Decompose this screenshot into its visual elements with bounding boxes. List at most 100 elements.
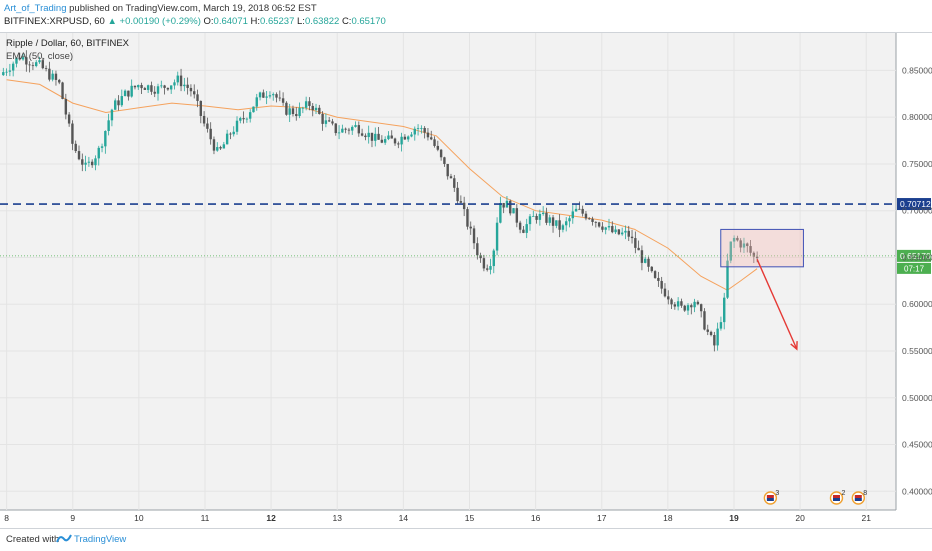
candle-body [114, 100, 117, 110]
candle-body [660, 280, 663, 289]
candle-body [462, 202, 466, 210]
candle-body [196, 94, 199, 101]
author-link[interactable]: Art_of_Trading [4, 3, 67, 14]
candle-body [383, 139, 387, 143]
candle-body [268, 95, 272, 97]
candle-body [285, 102, 288, 115]
candle-body [370, 132, 374, 141]
candle-body [397, 143, 400, 145]
x-tick-label: 20 [795, 513, 805, 523]
candle-body [21, 57, 25, 60]
candle-body [308, 101, 311, 106]
candle-body [278, 97, 282, 99]
candle-body [755, 256, 759, 259]
candle-body [548, 217, 551, 223]
candle-body [423, 127, 426, 133]
candle-body [314, 107, 318, 111]
candle-body [235, 120, 239, 132]
candle-body [123, 90, 127, 97]
price-chart[interactable]: 0.70712 0.65170 07:17 0.85000 0.80000 0.7500… [0, 33, 932, 527]
candle-body [752, 252, 756, 257]
candle-body [723, 297, 726, 323]
candle-body [11, 63, 15, 71]
candle-body [676, 301, 680, 307]
created-with-text: Created with [6, 534, 60, 545]
x-tick-label: 8 [4, 513, 9, 523]
candle-body [58, 79, 61, 83]
candle-body [466, 209, 469, 227]
candle-body [173, 82, 176, 86]
candle-body [509, 200, 512, 214]
candle-body [453, 178, 456, 188]
candle-body [219, 147, 222, 149]
candle-body [364, 135, 367, 138]
candle-body [535, 215, 538, 220]
x-tick-label: 16 [531, 513, 541, 523]
flag-field-icon [766, 498, 774, 501]
candle-body [456, 187, 459, 202]
candle-body [331, 121, 334, 124]
event-count-label: 3 [775, 490, 779, 497]
chart-area[interactable]: 0.70712 0.65170 07:17 0.85000 0.80000 0.7500… [0, 32, 932, 527]
ohlc-line: BITFINEX:XRPUSD, 60 ▲ +0.00190 (+0.29%) … [4, 16, 386, 27]
candle-body [81, 159, 84, 165]
candle-body [459, 201, 463, 203]
candle-body [403, 136, 407, 140]
candle-body [209, 128, 212, 140]
candle-body [265, 96, 268, 98]
candle-body [143, 88, 147, 90]
candle-body [324, 120, 328, 124]
candle-body [387, 135, 390, 140]
candle-body [594, 221, 598, 223]
candle-body [670, 299, 673, 305]
candle-body [153, 91, 156, 94]
y-tick-label: 0.75000 [902, 159, 932, 169]
candle-body [472, 228, 476, 244]
candle-body [272, 94, 275, 96]
candle-body [489, 266, 492, 270]
candle-body [2, 72, 5, 76]
candle-body [522, 229, 525, 233]
y-tick-label: 0.85000 [902, 65, 932, 75]
candle-body [8, 70, 12, 72]
candle-body [137, 84, 140, 88]
candle-body [48, 68, 51, 80]
candle-body [130, 85, 133, 97]
candle-body [742, 243, 746, 248]
x-tick-label: 9 [70, 513, 75, 523]
candle-body [25, 57, 28, 65]
current-price-tag [897, 249, 931, 262]
candle-body [479, 255, 482, 259]
candle-body [295, 114, 298, 117]
candle-body [690, 305, 693, 308]
candle-body [38, 60, 41, 63]
candle-body [607, 226, 611, 228]
candle-body [179, 75, 183, 87]
candle-body [367, 132, 370, 138]
candle-body [433, 139, 436, 146]
candle-body [222, 144, 226, 149]
close-label: C: [341, 16, 352, 27]
x-tick-label: 19 [729, 513, 739, 523]
candle-body [120, 96, 124, 106]
candle-body [545, 212, 548, 223]
flag-stripe-icon [766, 495, 774, 498]
candle-body [252, 106, 255, 113]
candle-body [212, 139, 216, 151]
candle-body [94, 158, 97, 166]
candle-body [206, 123, 209, 129]
candle-body [604, 227, 607, 230]
low-label: L: [297, 16, 305, 27]
tradingview-brand-link[interactable]: TradingView [74, 534, 127, 545]
low-value: 0.63822 [304, 16, 340, 27]
candle-body [502, 203, 505, 208]
indicator-label: EMA (50, close) [6, 51, 73, 62]
y-tick-label: 0.55000 [902, 346, 932, 356]
candle-body [706, 329, 709, 332]
candle-body [726, 260, 729, 298]
candle-body [216, 147, 219, 151]
candle-body [746, 243, 749, 247]
candle-body [495, 222, 499, 251]
footer: Created with TradingView [0, 528, 932, 551]
candle-body [739, 240, 742, 248]
